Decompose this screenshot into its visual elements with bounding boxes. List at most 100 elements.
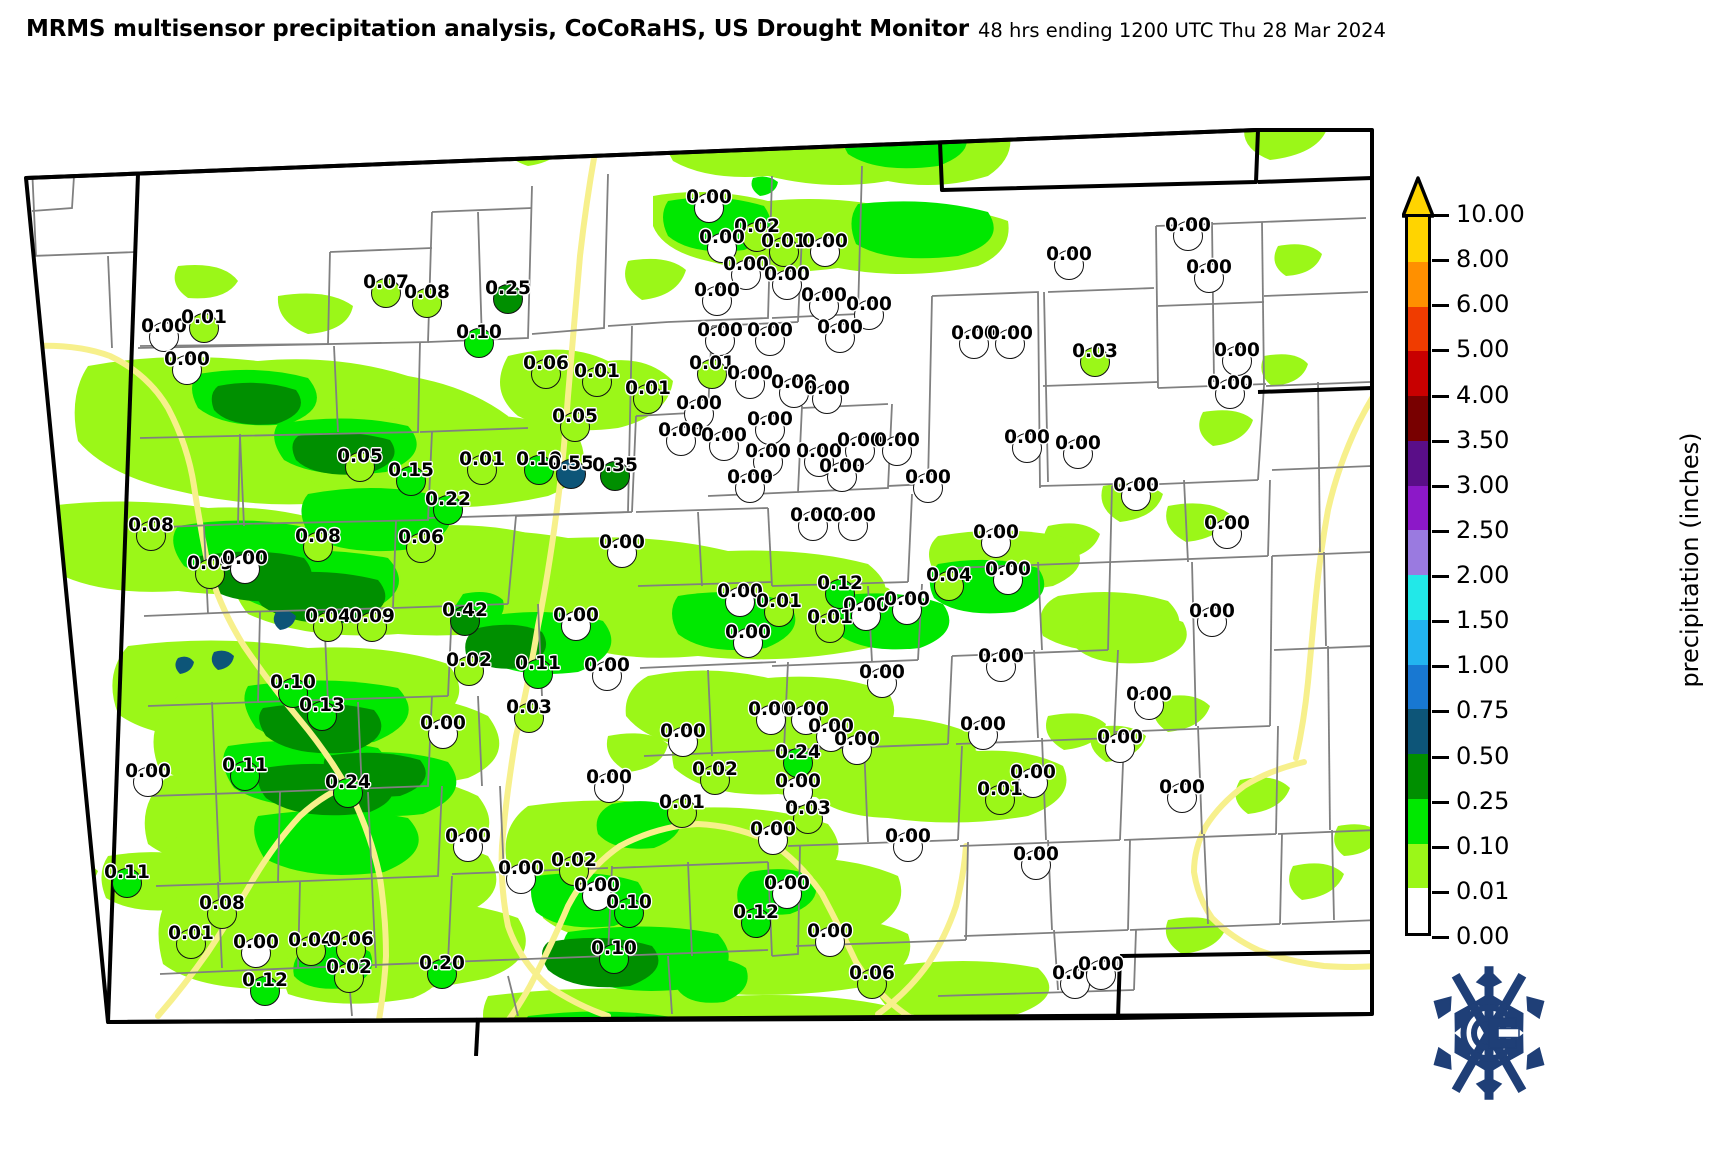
station-value-label: 0.08: [295, 525, 341, 547]
station-marker: [986, 652, 1016, 682]
station-value-label: 0.04: [288, 929, 334, 951]
station-value-label: 0.00: [445, 825, 491, 847]
station-marker: [149, 322, 179, 352]
colorbar-tick: [1432, 710, 1449, 714]
map-canvas: [8, 56, 1388, 1056]
colorbar-tick: [1432, 214, 1449, 217]
station-marker: [506, 864, 536, 894]
station-marker: [700, 765, 730, 795]
station-value-label: 0.00: [775, 770, 821, 792]
colorbar-segment: [1408, 575, 1428, 620]
station-marker: [594, 773, 624, 803]
colorbar-tick: [1432, 304, 1449, 308]
page-title: MRMS multisensor precipitation analysis,…: [26, 16, 969, 42]
colorbar-segment: [1408, 843, 1428, 889]
station-value-label: 0.01: [168, 922, 214, 944]
station-marker: [666, 426, 696, 456]
station-marker: [845, 436, 875, 466]
station-value-label: 0.00: [1186, 256, 1232, 278]
colorbar-segment: [1408, 485, 1428, 531]
station-value-label: 0.01: [181, 306, 227, 328]
station-value-label: 0.10: [516, 448, 562, 470]
precipitation-map[interactable]: 0.00 0.01 0.00 0.07 0.08 0.25 0.10 0.06 0.01 0.01…: [8, 56, 1388, 1056]
station-value-label: 0.06: [328, 928, 374, 950]
station-value-label: 0.00: [1126, 683, 1172, 705]
station-marker: [450, 606, 480, 636]
station-value-label: 0.00: [837, 429, 883, 451]
station-value-label: 0.12: [817, 572, 863, 594]
station-marker: [882, 436, 912, 466]
station-value-label: 0.20: [419, 952, 465, 974]
station-value-label: 0.00: [960, 713, 1006, 735]
station-marker: [1063, 439, 1093, 469]
station-marker: [764, 597, 794, 627]
station-value-label: 0.00: [697, 319, 743, 341]
station-value-label: 0.00: [694, 279, 740, 301]
station-marker: [1012, 433, 1042, 463]
station-value-label: 0.00: [574, 874, 620, 896]
station-value-label: 0.00: [1189, 600, 1235, 622]
colorbar-tick-label: 0.01: [1456, 876, 1510, 905]
colorbar-tick-label: 3.00: [1456, 470, 1510, 499]
station-value-label: 0.08: [404, 281, 450, 303]
station-value-label: 0.35: [592, 454, 638, 476]
station-value-label: 0.00: [747, 319, 793, 341]
station-marker: [433, 495, 463, 525]
station-marker: [1021, 850, 1051, 880]
station-value-label: 0.00: [164, 348, 210, 370]
station-value-label: 0.00: [817, 316, 863, 338]
station-marker: [296, 936, 326, 966]
station-value-label: 0.10: [606, 891, 652, 913]
station-value-label: 0.00: [725, 621, 771, 643]
station-marker: [772, 879, 802, 909]
colorbar-tick: [1432, 665, 1449, 669]
station-marker: [195, 559, 225, 589]
station-value-label: 0.24: [325, 771, 371, 793]
station-marker: [694, 193, 724, 223]
station-marker: [582, 881, 612, 911]
colorbar-tick: [1432, 755, 1449, 759]
station-marker: [303, 532, 333, 562]
station-marker: [755, 326, 785, 356]
station-value-label: 0.00: [973, 521, 1019, 543]
station-marker: [735, 369, 765, 399]
colorbar-tick-label: 1.00: [1456, 651, 1510, 680]
station-marker: [810, 237, 840, 267]
station-marker: [798, 511, 828, 541]
station-marker: [815, 613, 845, 643]
station-value-label: 0.00: [1097, 726, 1143, 748]
station-value-label: 0.00: [801, 284, 847, 306]
station-value-label: 0.09: [349, 605, 395, 627]
station-marker: [815, 927, 845, 957]
station-marker: [825, 323, 855, 353]
station-marker: [1054, 250, 1084, 280]
station-value-label: 0.00: [764, 872, 810, 894]
station-value-label: 0.01: [689, 352, 735, 374]
station-marker: [633, 384, 663, 414]
colorbar-segment: [1408, 306, 1428, 352]
colorbar-tick-label: 2.50: [1456, 515, 1510, 544]
colorbar-tick: [1432, 575, 1449, 578]
station-marker: [793, 804, 823, 834]
station-value-label: 0.00: [1046, 243, 1092, 265]
station-value-label: 0.00: [727, 362, 773, 384]
station-marker: [599, 944, 629, 974]
station-value-label: 0.00: [1204, 512, 1250, 534]
station-marker: [825, 579, 855, 609]
station-value-label: 0.00: [985, 558, 1031, 580]
station-marker: [867, 668, 897, 698]
station-marker: [753, 447, 783, 477]
colorbar-segment: [1408, 709, 1428, 754]
station-marker: [493, 284, 523, 314]
station-marker: [561, 611, 591, 641]
station-marker: [758, 825, 788, 855]
station-marker: [241, 938, 271, 968]
station-marker: [176, 929, 206, 959]
colorbar-tick-label: 0.75: [1456, 696, 1510, 725]
station-marker: [742, 222, 772, 252]
station-marker: [1105, 733, 1135, 763]
station-marker: [1018, 768, 1048, 798]
station-marker: [783, 748, 813, 778]
station-value-label: 0.05: [337, 445, 383, 467]
station-marker: [172, 355, 202, 385]
